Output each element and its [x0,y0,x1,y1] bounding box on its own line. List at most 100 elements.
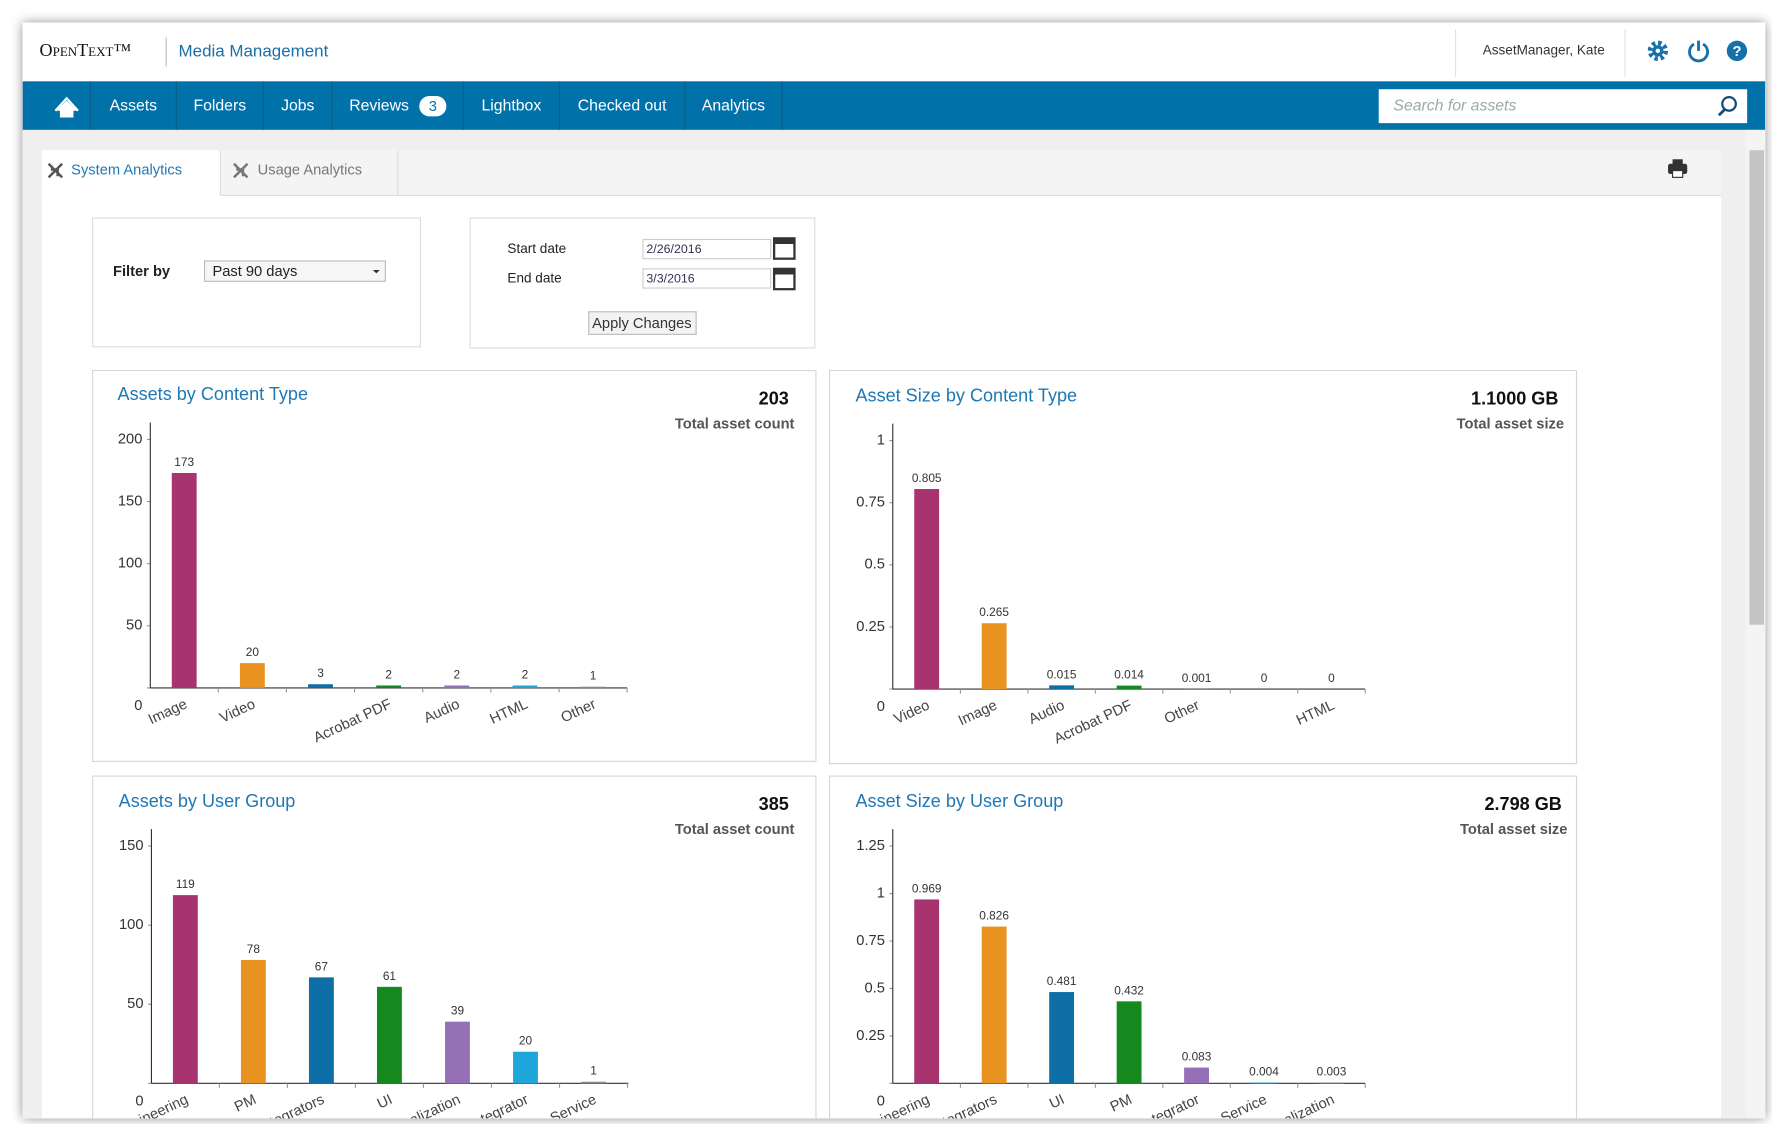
bar [981,623,1007,690]
y-tick-label: 50 [126,618,142,634]
y-tick-label: 50 [127,996,143,1012]
bar [377,986,402,1084]
nav-item[interactable]: Checked out [578,97,667,114]
user-name[interactable]: AssetManager, Kate [1483,42,1605,57]
home-icon[interactable] [54,96,79,118]
value-label: 20 [519,1034,533,1048]
chart-total-label: Total asset size [1457,417,1564,433]
value-label: 2 [385,667,392,681]
value-label: 39 [451,1004,465,1018]
print-icon[interactable] [1668,159,1688,178]
chart-total-label: Total asset count [675,417,795,433]
chart-total-label: Total asset count [675,822,795,838]
end-input[interactable] [642,268,772,289]
y-tick-label: 0 [134,698,142,714]
badge-count: 3 [429,99,437,115]
chart-panel [828,369,1578,765]
nav-item[interactable]: Analytics [702,97,765,114]
header [22,22,1766,82]
y-tick-label: 1 [877,885,885,901]
value-label: 0.432 [1114,983,1144,997]
value-label: 0.083 [1182,1050,1212,1064]
y-tick-label: 0.5 [864,557,884,573]
bar [1116,1001,1142,1084]
nav-item[interactable]: Folders [193,97,246,114]
value-label: 173 [174,455,194,469]
nav-item[interactable]: Lightbox [481,97,541,114]
nav-item[interactable]: Jobs [281,97,314,114]
value-label: 2 [522,667,529,681]
dropdown-arrow [372,269,380,274]
y-tick-label: 0.5 [864,980,884,996]
chart-title: Assets by Content Type [118,384,308,404]
y-tick-label: 100 [119,917,143,933]
apply-button[interactable] [588,311,697,335]
y-tick-label: 0.75 [856,933,885,949]
settings-icon[interactable] [1647,40,1669,62]
y-tick-label: 150 [119,838,143,854]
tab-icon [233,162,249,179]
nav-item[interactable]: Reviews [349,97,409,114]
y-tick-label: 0 [877,1093,885,1109]
bar [512,685,538,688]
window-content: OpenText™ Media Management AssetManager,… [22,22,1766,1119]
value-label: 0.826 [979,909,1009,923]
tab-active[interactable] [41,150,221,197]
bar [1319,1082,1344,1084]
start-label: Start date [507,241,566,256]
y-tick-label: 0 [135,1093,143,1109]
start-input[interactable] [642,238,772,260]
value-label: 0 [1328,671,1335,685]
value-label: 0.805 [912,471,942,485]
y-tick-label: 200 [118,431,142,447]
calendar-icon[interactable] [772,267,796,291]
bar [513,1051,538,1084]
calendar-icon[interactable] [772,237,796,260]
tab-label[interactable]: System Analytics [71,162,182,178]
value-label: 0.001 [1182,671,1212,685]
tab-label[interactable]: Usage Analytics [258,162,362,178]
logout-icon[interactable] [1688,40,1709,63]
value-label: 3 [317,666,324,680]
search-placeholder: Search for assets [1393,97,1516,114]
y-tick-label: 0.25 [856,619,885,635]
bar [376,685,402,688]
value-label: 0.015 [1047,667,1077,681]
end-value: 3/3/2016 [646,271,694,285]
y-tick-label: 1.25 [856,838,885,854]
chart-total: 2.798 GB [1484,794,1561,814]
bar [308,684,333,688]
chart-title: Assets by User Group [119,791,296,811]
bar [444,685,470,688]
chart: Assets by User Group 385 Total asset count… [92,775,817,1119]
filter-select[interactable] [203,260,386,282]
bar [1251,1082,1277,1084]
bar [1184,1067,1209,1084]
scrollbar-thumb[interactable] [1749,150,1765,625]
bar [914,899,940,1084]
search-box[interactable] [1378,89,1748,124]
y-tick-label: 1 [877,432,885,448]
tab-bar [41,150,1722,196]
svg-text:?: ? [1732,44,1741,60]
apply-label: Apply Changes [592,316,692,332]
value-label: 1 [590,669,597,683]
value-label: 0.481 [1047,974,1077,988]
nav-item[interactable]: Assets [110,97,158,114]
help-icon[interactable]: ? [1726,40,1748,62]
y-tick-label: 150 [118,493,142,509]
value-label: 61 [383,969,397,983]
chart-total: 203 [759,389,789,409]
value-label: 0.265 [979,605,1009,619]
badge [419,96,447,117]
bar [981,926,1007,1084]
search-icon[interactable] [1717,96,1737,117]
nav-items: Assets Folders Jobs Reviews 3 Lightbox Checked… [89,81,783,130]
filter-box [92,217,421,348]
value-label: 78 [247,942,261,956]
y-tick-label: 0.25 [856,1028,885,1044]
chart-total-label: Total asset size [1460,822,1567,838]
value-label: 0 [1261,671,1268,685]
